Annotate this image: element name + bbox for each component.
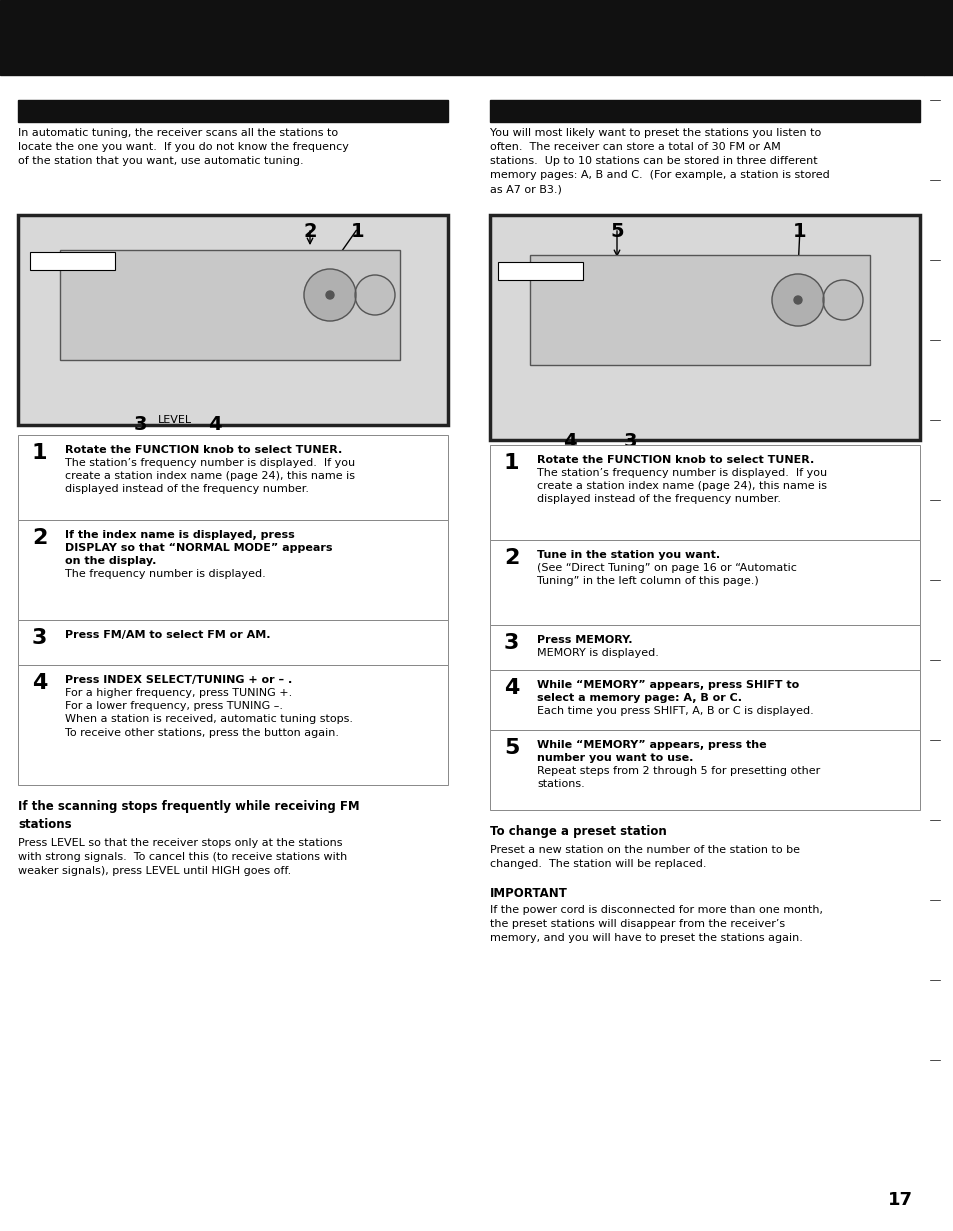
Text: While “MEMORY” appears, press the
number you want to use.: While “MEMORY” appears, press the number… — [537, 740, 766, 763]
Bar — [490, 444, 919, 540]
Text: LEVEL: LEVEL — [158, 415, 192, 425]
Text: Press INDEX SELECT/TUNING + or – .: Press INDEX SELECT/TUNING + or – . — [65, 675, 292, 684]
Text: 3: 3 — [622, 432, 636, 451]
Circle shape — [822, 279, 862, 320]
Bar — [490, 625, 919, 670]
Text: 5: 5 — [610, 222, 623, 241]
Bar — [60, 250, 399, 359]
Text: For a higher frequency, press TUNING +.
For a lower frequency, press TUNING –.
W: For a higher frequency, press TUNING +. … — [65, 688, 353, 737]
Bar — [18, 665, 448, 785]
Bar — [490, 730, 919, 810]
Bar — [18, 215, 448, 425]
Text: Preset a new station on the number of the station to be
changed.  The station wi: Preset a new station on the number of th… — [490, 844, 800, 869]
Text: Rotate the FUNCTION knob to select TUNER.: Rotate the FUNCTION knob to select TUNER… — [65, 444, 342, 455]
Text: 2: 2 — [32, 528, 48, 548]
Text: 1: 1 — [503, 453, 519, 473]
Text: To change a preset station: To change a preset station — [490, 825, 666, 838]
Bar — [490, 100, 919, 122]
Text: Press LEVEL so that the receiver stops only at the stations
with strong signals.: Press LEVEL so that the receiver stops o… — [18, 838, 347, 876]
Text: 3: 3 — [503, 633, 518, 652]
Circle shape — [793, 295, 801, 304]
Text: MEMORY is displayed.: MEMORY is displayed. — [537, 648, 659, 659]
Circle shape — [326, 291, 334, 299]
Text: The station’s frequency number is displayed.  If you
create a station index name: The station’s frequency number is displa… — [537, 468, 826, 505]
Bar — [530, 255, 869, 366]
Text: 4: 4 — [503, 678, 518, 698]
Text: 2: 2 — [303, 222, 316, 241]
Bar — [30, 252, 115, 270]
Text: Presetting Stations: Presetting Stations — [496, 105, 640, 117]
Text: 17: 17 — [886, 1192, 911, 1209]
Bar — [18, 620, 448, 665]
Text: The frequency number is displayed.: The frequency number is displayed. — [65, 569, 266, 579]
Text: In automatic tuning, the receiver scans all the stations to
locate the one you w: In automatic tuning, the receiver scans … — [18, 128, 349, 166]
Bar — [18, 435, 448, 519]
Text: 1: 1 — [351, 222, 364, 241]
Circle shape — [355, 275, 395, 315]
Text: 4: 4 — [208, 415, 222, 435]
Text: 1: 1 — [32, 443, 48, 463]
Text: Automatic Tuning: Automatic Tuning — [24, 105, 155, 117]
Text: 5: 5 — [503, 739, 518, 758]
Text: Repeat steps from 2 through 5 for presetting other
stations.: Repeat steps from 2 through 5 for preset… — [537, 766, 820, 789]
Bar — [497, 262, 582, 279]
Bar — [923, 0, 953, 75]
Text: 3: 3 — [32, 628, 48, 648]
Text: While “MEMORY” appears, press SHIFT to
select a memory page: A, B or C.: While “MEMORY” appears, press SHIFT to s… — [537, 680, 799, 703]
Text: 2: 2 — [503, 548, 518, 567]
Text: 4: 4 — [562, 432, 577, 451]
Bar — [490, 670, 919, 730]
Text: 4: 4 — [32, 673, 48, 693]
Text: Press FM/AM to select FM or AM.: Press FM/AM to select FM or AM. — [65, 630, 271, 640]
Text: The station’s frequency number is displayed.  If you
create a station index name: The station’s frequency number is displa… — [65, 458, 355, 495]
Text: Tune in the station you want.: Tune in the station you want. — [537, 550, 720, 560]
Bar — [18, 100, 448, 122]
Text: Press MEMORY.: Press MEMORY. — [537, 635, 632, 645]
Text: If the power cord is disconnected for more than one month,
the preset stations w: If the power cord is disconnected for mo… — [490, 905, 822, 943]
Text: POWER → ON: POWER → ON — [44, 256, 100, 266]
Text: POWER → ON: POWER → ON — [511, 266, 568, 276]
Text: Each time you press SHIFT, A, B or C is displayed.: Each time you press SHIFT, A, B or C is … — [537, 707, 813, 716]
Text: If the scanning stops frequently while receiving FM
stations: If the scanning stops frequently while r… — [18, 800, 359, 831]
Text: IMPORTANT: IMPORTANT — [490, 888, 567, 900]
Circle shape — [771, 275, 823, 326]
Bar — [490, 215, 919, 439]
Bar — [0, 0, 923, 75]
Text: 1: 1 — [792, 222, 806, 241]
Circle shape — [304, 270, 355, 321]
Bar — [18, 519, 448, 620]
Bar — [490, 540, 919, 625]
Text: If the index name is displayed, press
DISPLAY so that “NORMAL MODE” appears
on t: If the index name is displayed, press DI… — [65, 531, 333, 566]
Text: Rotate the FUNCTION knob to select TUNER.: Rotate the FUNCTION knob to select TUNER… — [537, 455, 814, 465]
Text: You will most likely want to preset the stations you listen to
often.  The recei: You will most likely want to preset the … — [490, 128, 829, 194]
Text: 3: 3 — [133, 415, 147, 435]
Text: (See “Direct Tuning” on page 16 or “Automatic
Tuning” in the left column of this: (See “Direct Tuning” on page 16 or “Auto… — [537, 563, 796, 586]
